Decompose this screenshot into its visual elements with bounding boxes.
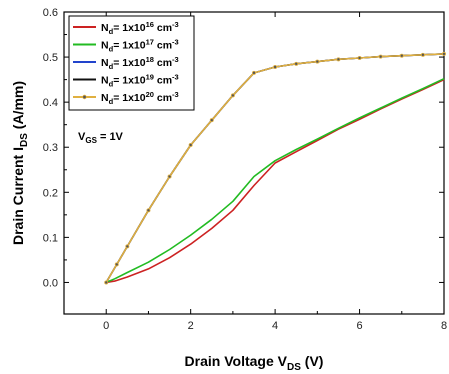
series-point (357, 55, 362, 60)
legend-label-3: Nd= 1x1018 cm-3 (101, 55, 179, 71)
series-point (146, 208, 151, 213)
legend-label-1: Nd= 1x1016 cm-3 (101, 20, 179, 36)
series-point (167, 174, 172, 179)
y-axis-title: Drain Current IDS (A/mm) (10, 81, 30, 245)
series-point (441, 51, 446, 56)
legend-label-2: Nd= 1x1017 cm-3 (101, 38, 179, 54)
series-point (378, 54, 383, 59)
legend: Nd= 1x1016 cm-3 Nd= 1x1017 cm-3Nd= 1x1018… (68, 15, 195, 111)
vgs-annotation: VGS = 1V (78, 131, 124, 145)
x-tick-label: 4 (272, 320, 278, 332)
y-tick-label: 0.4 (43, 97, 58, 109)
axis-ticks: 0 2 4 6 8 0.0 0.1 0.2 0.3 0.4 0.5 0.6 (43, 7, 447, 332)
x-tick-label: 0 (103, 320, 109, 332)
x-axis-title: Drain Voltage VDS (V) (185, 353, 324, 373)
series-point (294, 61, 299, 66)
series-point (114, 262, 119, 267)
series-point (273, 64, 278, 69)
legend-label-5: Nd= 1x1020 cm-3 (101, 90, 179, 106)
y-tick-label: 0.2 (43, 187, 58, 199)
series-line-5 (105, 53, 445, 283)
y-tick-label: 0.1 (43, 232, 58, 244)
y-tick-label: 0.3 (43, 142, 58, 154)
series-point (209, 118, 214, 123)
series-point (399, 53, 404, 58)
series-point (125, 244, 130, 249)
series-point (188, 142, 193, 147)
x-tick-label: 6 (356, 320, 362, 332)
series-line-2 (105, 77, 445, 284)
series-point (230, 93, 235, 98)
y-tick-label: 0.5 (43, 52, 58, 64)
series-point (336, 57, 341, 62)
x-tick-label: 2 (188, 320, 194, 332)
series-point (104, 280, 109, 285)
series-point (251, 70, 256, 75)
series-line-1 (106, 78, 445, 284)
series-point (420, 52, 425, 57)
series-layer (104, 51, 446, 285)
y-tick-label: 0.0 (43, 277, 58, 289)
legend-label-4: Nd= 1x1019 cm-3 (101, 73, 179, 89)
series-point (315, 59, 320, 64)
legend-marker (82, 94, 87, 100)
y-tick-label: 0.6 (43, 7, 58, 19)
x-tick-label: 8 (441, 320, 447, 332)
